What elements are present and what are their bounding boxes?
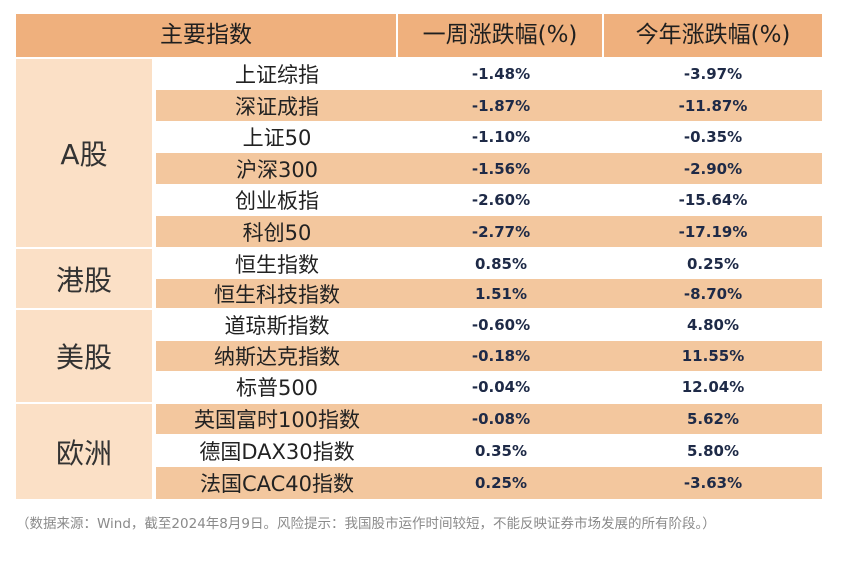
index-name: 标普500 <box>235 376 319 400</box>
week-change: -1.48% <box>471 65 531 83</box>
index-name: 恒生科技指数 <box>214 282 340 307</box>
week-change: -2.60% <box>471 191 531 209</box>
week-change: 0.85% <box>474 254 528 273</box>
ytd-change: 5.80% <box>686 441 740 460</box>
table-row: 德国DAX30指数 0.35% 5.80% <box>156 435 822 466</box>
ytd-change: -3.63% <box>683 474 743 492</box>
ytd-change: 5.62% <box>686 410 740 428</box>
header-ytd-change: 今年涨跌幅(%) <box>635 22 791 48</box>
week-change: -1.10% <box>471 128 531 146</box>
table-row: 创业板指 -2.60% -15.64% <box>156 185 822 215</box>
table-header: 主要指数 一周涨跌幅(%) 今年涨跌幅(%) <box>16 14 822 57</box>
ytd-change: 4.80% <box>686 316 740 334</box>
week-change: -0.18% <box>471 347 531 365</box>
ytd-change: -15.64% <box>678 191 748 209</box>
table-row: 上证综指 -1.48% -3.97% <box>156 59 822 89</box>
week-change: 0.25% <box>474 474 528 492</box>
table-row: 科创50 -2.77% -17.19% <box>156 216 822 247</box>
ytd-change: -0.35% <box>683 128 743 146</box>
index-name: 恒生指数 <box>235 252 319 277</box>
source-note: （数据来源：Wind，截至2024年8月9日。风险提示：我国股市运作时间较短，不… <box>16 516 716 532</box>
week-change: -0.04% <box>471 378 531 396</box>
week-change: 0.35% <box>474 441 528 460</box>
table-row: 上证50 -1.10% -0.35% <box>156 122 822 152</box>
index-name: 沪深300 <box>235 157 319 182</box>
table-row: 恒生科技指数 1.51% -8.70% <box>156 279 822 308</box>
week-change: -1.56% <box>471 159 531 178</box>
index-name: 德国DAX30指数 <box>199 439 355 464</box>
week-change: -0.08% <box>471 410 531 428</box>
table-row: 法国CAC40指数 0.25% -3.63% <box>156 467 822 499</box>
index-name: 纳斯达克指数 <box>214 345 340 369</box>
index-name: 深证成指 <box>235 94 319 119</box>
ytd-change: -3.97% <box>683 65 743 83</box>
group-us-stocks: 美股 <box>16 310 152 402</box>
index-name: 创业板指 <box>235 189 319 213</box>
group-europe: 欧洲 <box>16 404 152 499</box>
index-name: 英国富时100指数 <box>193 408 361 432</box>
ytd-change: 12.04% <box>681 378 745 396</box>
index-name: 科创50 <box>242 220 312 245</box>
table-row: 英国富时100指数 -0.08% 5.62% <box>156 404 822 434</box>
ytd-change: -11.87% <box>678 96 748 115</box>
table-row: 纳斯达克指数 -0.18% 11.55% <box>156 341 822 371</box>
ytd-change: -2.90% <box>683 159 743 178</box>
table-row: 深证成指 -1.87% -11.87% <box>156 90 822 121</box>
week-change: -0.60% <box>471 316 531 334</box>
index-name: 上证50 <box>242 126 312 150</box>
group-hk-stocks: 港股 <box>16 249 152 308</box>
header-index: 主要指数 <box>160 22 252 48</box>
table-row: 道琼斯指数 -0.60% 4.80% <box>156 310 822 340</box>
table-row: 恒生指数 0.85% 0.25% <box>156 249 822 278</box>
index-name: 上证综指 <box>235 63 319 87</box>
week-change: -2.77% <box>471 222 531 241</box>
index-name: 法国CAC40指数 <box>199 472 355 496</box>
table-row: 沪深300 -1.56% -2.90% <box>156 153 822 184</box>
ytd-change: -8.70% <box>683 284 743 303</box>
header-week-change: 一周涨跌幅(%) <box>422 22 578 48</box>
week-change: -1.87% <box>471 96 531 115</box>
ytd-change: 0.25% <box>686 254 740 273</box>
week-change: 1.51% <box>474 284 528 303</box>
index-name: 道琼斯指数 <box>224 314 330 338</box>
ytd-change: 11.55% <box>681 347 745 365</box>
ytd-change: -17.19% <box>678 222 748 241</box>
table-row: 标普500 -0.04% 12.04% <box>156 372 822 402</box>
group-a-shares: A股 <box>16 59 152 247</box>
